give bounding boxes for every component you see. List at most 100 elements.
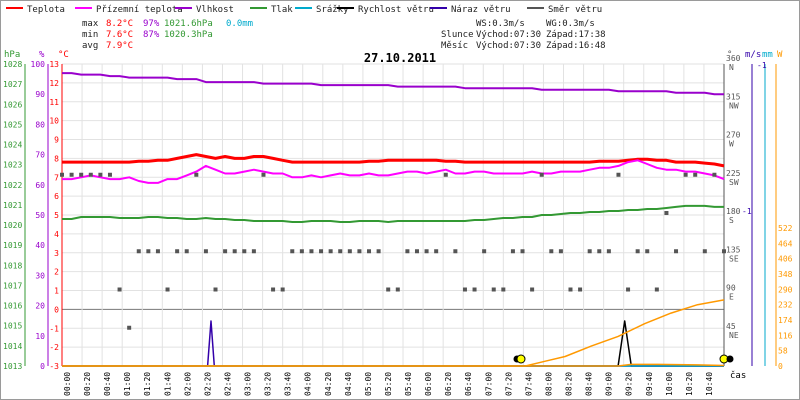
x-tick: 09:40 [645, 372, 654, 396]
pct-tick: 70 [35, 151, 45, 160]
wind-direction-point [280, 287, 285, 292]
wind-direction-point [405, 249, 410, 254]
pct-tick: 0 [40, 362, 45, 371]
hpa-tick: 1014 [3, 342, 22, 351]
x-tick: 05:20 [384, 372, 393, 396]
cardinal-tick: E [729, 293, 734, 302]
x-tick: 00:00 [63, 372, 72, 396]
hpa-tick: 1019 [3, 241, 22, 250]
wind-direction-point [107, 172, 112, 177]
x-tick: 03:40 [284, 372, 293, 396]
pct-tick: 20 [35, 302, 45, 311]
wind-direction-point [683, 172, 688, 177]
pct-tick: 40 [35, 241, 45, 250]
wind-direction-point [155, 249, 160, 254]
wind-direction-point [175, 249, 180, 254]
hpa-tick: 1013 [3, 362, 22, 371]
wind-direction-point [616, 172, 621, 177]
c-tick: 10 [49, 117, 59, 126]
stat-ws: WS:0.3m/s [476, 19, 525, 29]
x-tick: 01:00 [123, 372, 132, 396]
hpa-tick: 1020 [3, 221, 22, 230]
wind-direction-point [223, 249, 228, 254]
hpa-tick: 1022 [3, 181, 22, 190]
c-tick: 9 [54, 136, 59, 145]
hpa-tick: 1025 [3, 120, 22, 129]
wind-direction-point [424, 249, 429, 254]
wind-direction-point [136, 249, 141, 254]
x-tick: 05:40 [404, 372, 413, 396]
x-tick: 04:20 [324, 372, 333, 396]
wind-direction-point [88, 172, 93, 177]
wind-direction-point [414, 249, 419, 254]
c-tick: 8 [54, 154, 59, 163]
x-tick: 04:00 [304, 372, 313, 396]
wind-direction-point [664, 211, 669, 215]
x-tick: 02:00 [183, 372, 192, 396]
ms-tick: -1 [757, 61, 767, 70]
pct-tick: 50 [35, 211, 45, 220]
wind-direction-point [645, 249, 650, 254]
x-tick: 02:20 [203, 372, 212, 396]
tick-labels: 1013101410151016101710181019102010211022… [3, 54, 793, 396]
x-tick: 09:20 [625, 372, 634, 396]
wind-direction-point [290, 249, 295, 254]
wind-direction-point [347, 249, 352, 254]
wind-direction-point [558, 249, 563, 254]
cardinal-tick: S [729, 216, 734, 225]
wind-direction-point [357, 249, 362, 254]
series-prizemni-teplota [62, 159, 725, 184]
c-tick: -3 [49, 362, 59, 371]
c-tick: 6 [54, 192, 59, 201]
wind-direction-point [520, 249, 525, 254]
c-tick: 2 [54, 268, 59, 277]
legend-label: Směr větru [548, 5, 602, 15]
x-tick: 09:00 [605, 372, 614, 396]
wind-direction-point [395, 287, 400, 292]
x-tick: 04:40 [344, 372, 353, 396]
wind-direction-point [606, 249, 611, 254]
mm-axis-label: mm [762, 50, 773, 60]
wind-direction-point [60, 172, 64, 177]
legend-label: Vlhkost [196, 5, 234, 15]
sunset-marker [726, 355, 734, 363]
wind-direction-point [194, 172, 199, 177]
series-layer [60, 72, 734, 367]
sunset: Západ:17:38 [546, 30, 606, 40]
x-tick: 03:00 [244, 372, 253, 396]
c-tick: 12 [49, 79, 59, 88]
legend-label: Srážky [316, 5, 349, 15]
hpa-tick: 1021 [3, 201, 22, 210]
x-tick: 10:40 [705, 372, 714, 396]
moonset: Západ:16:48 [546, 41, 606, 51]
series-slunecni-zareni [62, 299, 725, 367]
x-tick: 00:20 [83, 372, 92, 396]
moonrise-marker [516, 354, 526, 364]
wind-direction-point [328, 249, 333, 254]
hpa-tick: 1023 [3, 161, 22, 170]
wind-direction-point [309, 249, 314, 254]
moonrise: Východ:07:30 [476, 41, 541, 51]
pct-tick: 60 [35, 181, 45, 190]
hpa-tick: 1028 [3, 60, 22, 69]
x-axis-label: čas [730, 370, 746, 381]
c-tick: 4 [54, 230, 59, 239]
w-tick: 348 [778, 270, 793, 279]
pct-tick: 10 [35, 332, 45, 341]
moon-label: Měsíc [441, 41, 468, 51]
stat-max-label: max [82, 19, 99, 29]
wind-direction-point [146, 249, 151, 254]
x-tick: 08:40 [585, 372, 594, 396]
c-tick: 7 [54, 173, 59, 182]
wind-direction-point [501, 287, 506, 292]
deg-tick: 90 [726, 284, 736, 293]
deg-tick: 135 [726, 245, 741, 254]
wind-direction-point [597, 249, 602, 254]
wind-direction-point [69, 172, 74, 177]
stat-min-hum: 87% [143, 30, 160, 40]
wind-direction-point [386, 287, 391, 292]
cardinal-tick: W [729, 140, 734, 149]
hpa-tick: 1027 [3, 80, 22, 89]
x-tick: 08:20 [565, 372, 574, 396]
